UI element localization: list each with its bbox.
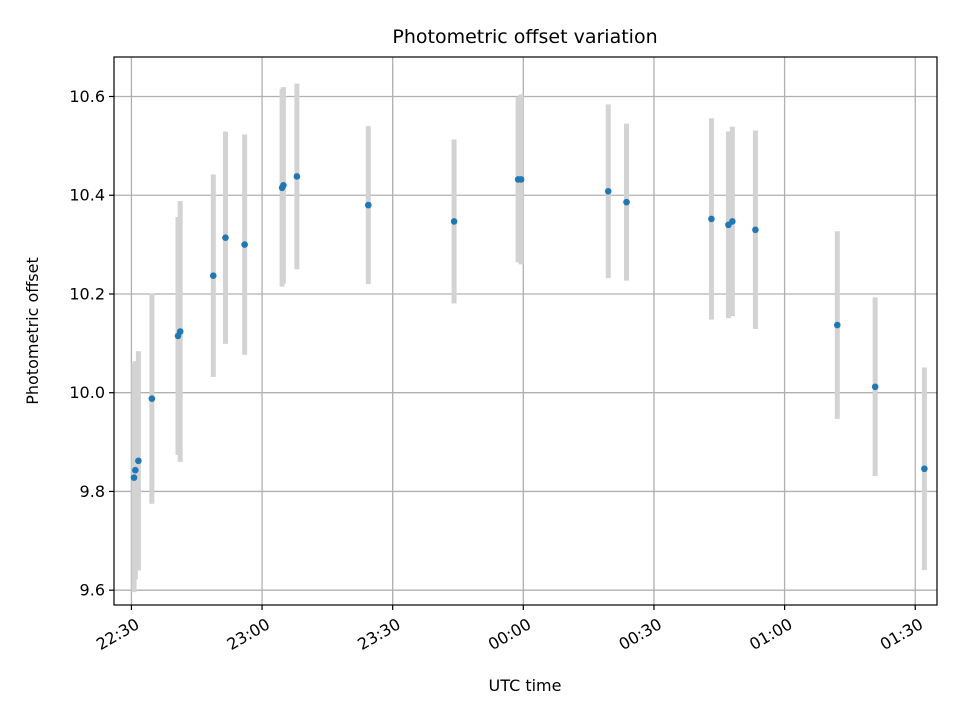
x-axis-label: UTC time: [489, 676, 562, 695]
data-point: [132, 466, 139, 474]
y-tick-label: 9.8: [80, 482, 105, 501]
data-points: [130, 173, 928, 481]
y-tick-label: 10.2: [69, 284, 105, 303]
y-axis: 9.6 9.8 10.0 10.2 10.4 10.6: [69, 87, 114, 600]
y-tick-label: 10.6: [69, 87, 105, 106]
plot-frame: [113, 56, 938, 606]
data-point: [241, 241, 248, 248]
data-point: [871, 383, 879, 391]
y-tick-label: 9.6: [80, 581, 105, 600]
y-axis-label: Photometric offset: [23, 257, 42, 405]
data-point: [604, 187, 612, 195]
data-point: [293, 173, 301, 180]
chart-title: Photometric offset variation: [392, 26, 657, 48]
data-point: [623, 198, 630, 206]
grid: [114, 57, 937, 605]
data-point: [517, 176, 525, 183]
y-tick-label: 10.0: [69, 383, 105, 402]
data-point: [921, 465, 928, 473]
data-point: [222, 234, 229, 241]
data-point: [209, 272, 217, 280]
y-tick-label: 10.4: [69, 186, 105, 205]
data-point: [135, 457, 142, 465]
data-point: [176, 328, 184, 335]
data-point: [752, 226, 759, 234]
data-point: [450, 218, 458, 225]
data-point: [280, 182, 287, 189]
data-point: [148, 395, 156, 402]
data-point: [833, 321, 841, 329]
data-point: [708, 215, 715, 223]
data-point: [365, 201, 372, 209]
data-point: [729, 218, 736, 225]
data-point: [130, 474, 138, 481]
